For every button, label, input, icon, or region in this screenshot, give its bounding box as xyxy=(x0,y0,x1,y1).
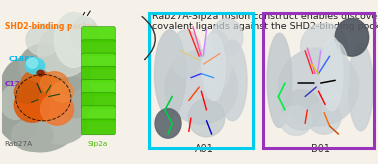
Ellipse shape xyxy=(0,85,31,119)
Ellipse shape xyxy=(202,30,231,91)
Text: Rab27A: Rab27A xyxy=(5,141,33,147)
Ellipse shape xyxy=(21,70,51,96)
FancyBboxPatch shape xyxy=(82,66,115,82)
FancyBboxPatch shape xyxy=(82,53,115,69)
FancyBboxPatch shape xyxy=(82,40,115,56)
Ellipse shape xyxy=(14,80,39,103)
Ellipse shape xyxy=(301,23,347,70)
Ellipse shape xyxy=(212,19,243,56)
Ellipse shape xyxy=(307,102,341,134)
Text: B01: B01 xyxy=(310,144,330,154)
FancyBboxPatch shape xyxy=(82,79,115,95)
Ellipse shape xyxy=(170,30,201,77)
Ellipse shape xyxy=(155,30,186,117)
Ellipse shape xyxy=(71,17,98,51)
Ellipse shape xyxy=(0,72,83,152)
Ellipse shape xyxy=(19,44,67,88)
Ellipse shape xyxy=(53,77,94,118)
Text: C123S: C123S xyxy=(5,81,31,87)
Ellipse shape xyxy=(51,82,74,102)
Ellipse shape xyxy=(17,75,70,121)
FancyBboxPatch shape xyxy=(82,119,115,135)
Text: Slp2a: Slp2a xyxy=(87,141,108,147)
FancyBboxPatch shape xyxy=(82,93,115,108)
Ellipse shape xyxy=(278,48,359,126)
Ellipse shape xyxy=(25,58,45,74)
Ellipse shape xyxy=(26,24,60,56)
Ellipse shape xyxy=(282,90,321,130)
FancyBboxPatch shape xyxy=(82,27,115,42)
Ellipse shape xyxy=(38,26,90,77)
Ellipse shape xyxy=(0,57,53,118)
Ellipse shape xyxy=(280,106,312,135)
Text: A01: A01 xyxy=(195,144,214,154)
Ellipse shape xyxy=(349,43,373,131)
Ellipse shape xyxy=(165,50,238,124)
Ellipse shape xyxy=(40,72,68,95)
Ellipse shape xyxy=(188,99,225,137)
Ellipse shape xyxy=(335,19,369,56)
Ellipse shape xyxy=(27,58,38,68)
Ellipse shape xyxy=(155,109,181,138)
Ellipse shape xyxy=(54,12,93,67)
FancyBboxPatch shape xyxy=(82,106,115,122)
Ellipse shape xyxy=(218,40,247,121)
Ellipse shape xyxy=(12,119,53,151)
Text: Rab27A-Slp2a fusion construct enables discovery of
covalent ligands against the : Rab27A-Slp2a fusion construct enables di… xyxy=(152,12,378,31)
Text: C188S: C188S xyxy=(9,56,36,62)
Ellipse shape xyxy=(37,70,44,76)
Ellipse shape xyxy=(40,93,74,125)
Text: SHD2-binding pocket: SHD2-binding pocket xyxy=(5,22,96,31)
Ellipse shape xyxy=(32,98,87,144)
Ellipse shape xyxy=(267,33,292,127)
Ellipse shape xyxy=(321,37,343,111)
Ellipse shape xyxy=(14,88,50,122)
Ellipse shape xyxy=(51,56,90,91)
Ellipse shape xyxy=(0,101,38,141)
Ellipse shape xyxy=(202,33,225,101)
Ellipse shape xyxy=(321,41,349,106)
